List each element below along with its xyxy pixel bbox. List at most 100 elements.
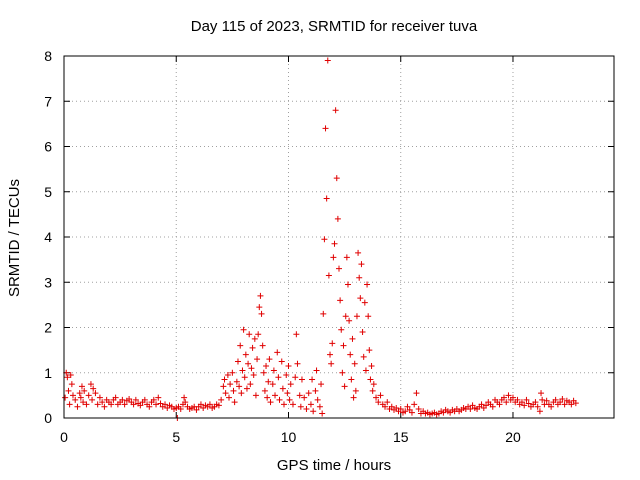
data-point [352, 387, 359, 394]
x-tick-label-20: 20 [505, 429, 521, 445]
data-point [242, 351, 249, 358]
data-point [264, 394, 271, 401]
data-point [227, 381, 234, 388]
data-point [338, 326, 345, 333]
data-point [155, 394, 162, 401]
data-point [162, 401, 169, 408]
data-point [343, 254, 350, 261]
data-point [538, 390, 545, 397]
data-point [259, 342, 266, 349]
data-point [74, 403, 81, 410]
data-point [319, 410, 326, 417]
x-tick-label-0: 0 [60, 429, 68, 445]
data-point [572, 400, 579, 407]
data-point [119, 396, 126, 403]
data-point [68, 381, 75, 388]
data-point [236, 383, 243, 390]
data-point [76, 390, 83, 397]
data-point [348, 376, 355, 383]
data-point [218, 396, 225, 403]
y-axis-label: SRMTID / TECUs [6, 179, 23, 297]
y-tick-label-6: 6 [44, 139, 52, 155]
data-point [467, 405, 474, 412]
data-point [346, 317, 353, 324]
data-point [294, 360, 301, 367]
data-point [359, 329, 366, 336]
data-point [263, 362, 270, 369]
data-point [87, 381, 94, 388]
data-point [365, 313, 372, 320]
data-point [64, 374, 71, 381]
data-point [153, 401, 160, 408]
data-point [534, 403, 541, 410]
data-point [350, 394, 357, 401]
x-axis-label: GPS time / hours [277, 457, 391, 474]
data-point [402, 408, 409, 415]
data-point [334, 215, 341, 222]
data-point [377, 392, 384, 399]
data-point [518, 399, 525, 406]
data-point [229, 369, 236, 376]
data-point [316, 403, 323, 410]
data-point [339, 369, 346, 376]
data-point [289, 401, 296, 408]
data-point [357, 295, 364, 302]
x-tick-label-15: 15 [393, 429, 409, 445]
data-point [215, 402, 222, 409]
data-point [327, 351, 334, 358]
data-point [222, 390, 229, 397]
data-point [293, 331, 300, 338]
data-point [552, 396, 559, 403]
data-point [220, 383, 227, 390]
data-point [245, 360, 252, 367]
data-point [130, 401, 137, 408]
data-point [362, 367, 369, 374]
data-point [388, 403, 395, 410]
data-point [72, 396, 79, 403]
data-point [367, 376, 374, 383]
data-point [126, 395, 133, 402]
data-point [322, 125, 329, 132]
data-point [96, 394, 103, 401]
data-point [557, 399, 564, 406]
data-point [286, 396, 293, 403]
data-point [258, 310, 265, 317]
data-point [81, 387, 88, 394]
axis-ticks: 0 5 10 15 20 0 1 2 3 4 5 6 7 8 [44, 48, 614, 445]
data-point [240, 326, 247, 333]
data-point [193, 406, 200, 413]
data-point [325, 272, 332, 279]
data-point [287, 381, 294, 388]
data-point [532, 399, 539, 406]
y-tick-label-2: 2 [44, 320, 52, 336]
data-point [66, 401, 73, 408]
data-point [251, 335, 258, 342]
data-point [275, 374, 282, 381]
data-point [360, 353, 367, 360]
data-point [351, 360, 358, 367]
data-point [226, 394, 232, 401]
data-point [523, 396, 530, 403]
data-point [78, 383, 85, 390]
data-point [112, 394, 119, 401]
data-point [256, 304, 263, 311]
data-point [514, 396, 521, 403]
data-point [307, 401, 314, 408]
data-point [243, 385, 250, 392]
data-point [309, 376, 316, 383]
y-tick-label-1: 1 [44, 365, 52, 381]
data-point [501, 394, 507, 401]
data-point [305, 390, 312, 397]
data-point [411, 401, 418, 408]
data-point [121, 401, 128, 408]
data-point [329, 340, 336, 347]
data-point [101, 403, 108, 410]
data-point [108, 401, 115, 408]
data-point [62, 394, 69, 401]
data-point [274, 349, 281, 356]
data-point [67, 372, 74, 379]
data-point [503, 399, 510, 406]
data-point [230, 387, 237, 394]
data-point [276, 396, 283, 403]
data-point [137, 402, 144, 409]
